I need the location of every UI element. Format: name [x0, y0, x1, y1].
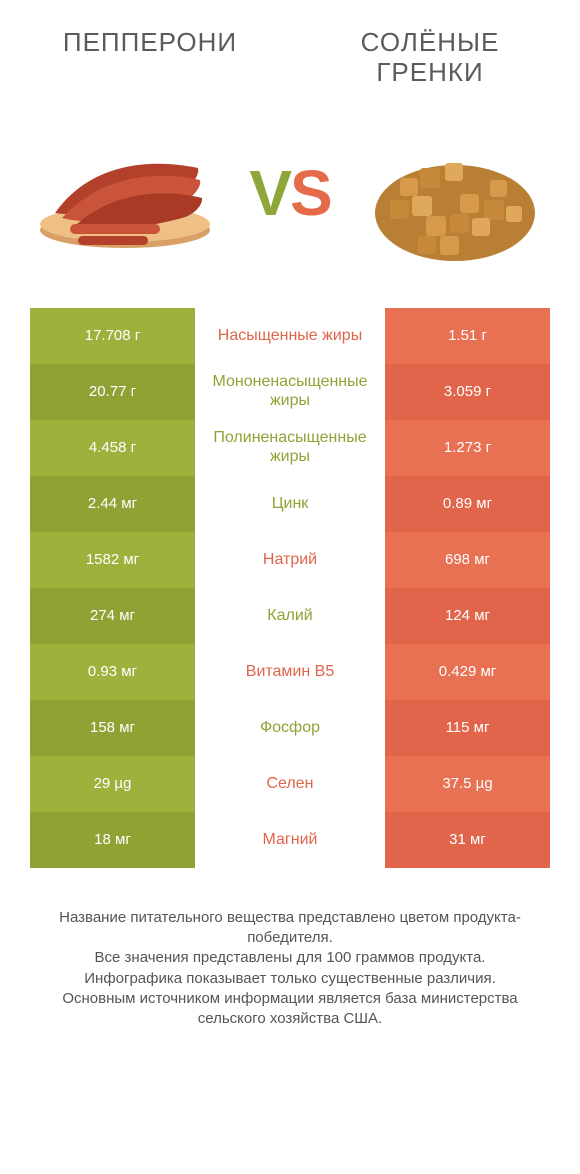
left-value: 17.708 г — [30, 308, 195, 364]
footer-notes: Название питательного вещества представл… — [30, 908, 550, 1030]
right-value: 115 мг — [385, 700, 550, 756]
nutrient-row: 158 мгФосфор115 мг — [30, 700, 550, 756]
left-value: 158 мг — [30, 700, 195, 756]
nutrient-name: Насыщенные жиры — [195, 308, 385, 364]
nutrient-row: 0.93 мгВитамин B50.429 мг — [30, 644, 550, 700]
right-value: 1.51 г — [385, 308, 550, 364]
right-value: 31 мг — [385, 812, 550, 868]
nutrient-name: Полиненасыщенные жиры — [195, 420, 385, 476]
vs-v: V — [249, 157, 290, 229]
image-row: VS — [0, 88, 580, 308]
nutrient-row: 1582 мгНатрий698 мг — [30, 532, 550, 588]
nutrient-row: 274 мгКалий124 мг — [30, 588, 550, 644]
right-value: 3.059 г — [385, 364, 550, 420]
left-value: 1582 мг — [30, 532, 195, 588]
right-value: 1.273 г — [385, 420, 550, 476]
nutrient-row: 29 µgСелен37.5 µg — [30, 756, 550, 812]
right-value: 37.5 µg — [385, 756, 550, 812]
right-product-title: СОЛЁНЫЕ ГРЕНКИ — [310, 28, 550, 88]
nutrient-row: 4.458 гПолиненасыщенные жиры1.273 г — [30, 420, 550, 476]
nutrient-row: 2.44 мгЦинк0.89 мг — [30, 476, 550, 532]
left-value: 4.458 г — [30, 420, 195, 476]
left-value: 29 µg — [30, 756, 195, 812]
vs-label: VS — [249, 156, 330, 230]
nutrient-name: Натрий — [195, 532, 385, 588]
right-value: 0.89 мг — [385, 476, 550, 532]
left-value: 274 мг — [30, 588, 195, 644]
left-product-title: ПЕППЕРОНИ — [30, 28, 270, 58]
left-value: 20.77 г — [30, 364, 195, 420]
nutrient-row: 20.77 гМононенасыщенные жиры3.059 г — [30, 364, 550, 420]
right-value: 124 мг — [385, 588, 550, 644]
right-value: 0.429 мг — [385, 644, 550, 700]
nutrient-name: Мононенасыщенные жиры — [195, 364, 385, 420]
right-value: 698 мг — [385, 532, 550, 588]
left-value: 0.93 мг — [30, 644, 195, 700]
nutrient-name: Цинк — [195, 476, 385, 532]
footer-line: Все значения представлены для 100 граммо… — [30, 948, 550, 968]
nutrient-name: Фосфор — [195, 700, 385, 756]
left-value: 18 мг — [30, 812, 195, 868]
infographic-root: ПЕППЕРОНИ СОЛЁНЫЕ ГРЕНКИ VS — [0, 0, 580, 1029]
footer-line: Название питательного вещества представл… — [30, 908, 550, 949]
nutrient-name: Витамин B5 — [195, 644, 385, 700]
pepperoni-icon — [30, 118, 220, 268]
footer-line: Основным источником информации является … — [30, 989, 550, 1030]
nutrient-row: 18 мгМагний31 мг — [30, 812, 550, 868]
left-value: 2.44 мг — [30, 476, 195, 532]
croutons-icon — [360, 118, 550, 268]
footer-line: Инфографика показывает только существенн… — [30, 969, 550, 989]
header: ПЕППЕРОНИ СОЛЁНЫЕ ГРЕНКИ — [0, 0, 580, 88]
nutrient-table: 17.708 гНасыщенные жиры1.51 г20.77 гМоно… — [30, 308, 550, 868]
nutrient-row: 17.708 гНасыщенные жиры1.51 г — [30, 308, 550, 364]
vs-s: S — [290, 157, 331, 229]
nutrient-name: Селен — [195, 756, 385, 812]
nutrient-name: Магний — [195, 812, 385, 868]
nutrient-name: Калий — [195, 588, 385, 644]
